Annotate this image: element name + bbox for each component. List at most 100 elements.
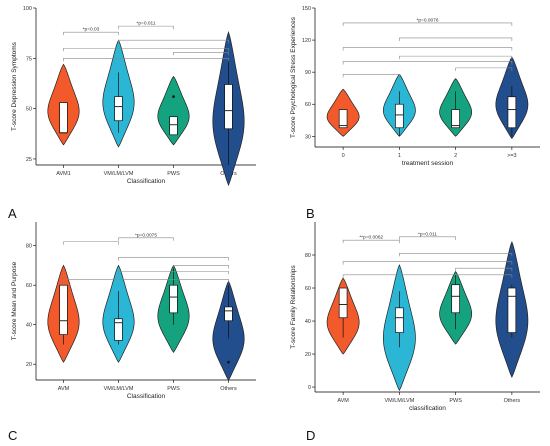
significance-bracket <box>455 67 513 71</box>
y-tick-label: 120 <box>302 38 311 44</box>
x-axis-label: Classification <box>127 393 166 400</box>
y-tick-label: 100 <box>23 6 32 12</box>
significance-bracket <box>63 47 229 52</box>
panel-letter: B <box>306 206 315 221</box>
box-3 <box>507 96 517 129</box>
box-3 <box>224 84 233 130</box>
x-axis-label: treatment session <box>402 160 454 167</box>
y-tick-label: 20 <box>305 352 311 358</box>
significance-label: *p=0.011 <box>137 21 156 27</box>
x-tick-label: Others <box>220 386 237 392</box>
y-axis-label: T-score Depression Symptoms <box>11 41 18 131</box>
y-tick-label: 60 <box>305 102 311 108</box>
significance-bracket <box>173 265 229 269</box>
significance-label: *p=0.0076 <box>416 17 438 23</box>
x-tick-label: VM/LM/LVM <box>104 171 134 177</box>
x-tick-label: Others <box>504 398 521 404</box>
significance-bracket <box>118 237 174 241</box>
panel-letter: C <box>8 428 17 443</box>
significance-bracket <box>63 241 119 245</box>
y-tick-label: 30 <box>305 134 311 140</box>
significance-bracket <box>399 55 513 60</box>
panel-b: 30 60 90 120 150 0 1 2 >=3 treatment session T-sco… <box>290 6 540 221</box>
box-1 <box>114 96 123 122</box>
y-tick-label: 80 <box>305 253 311 259</box>
y-tick-label: 80 <box>26 244 32 250</box>
box-2 <box>451 109 460 129</box>
x-tick-label: >=3 <box>507 153 516 159</box>
y-tick-label: 20 <box>26 362 32 368</box>
x-axis-label: classification <box>409 405 446 412</box>
significance-bracket <box>63 31 119 36</box>
y-tick-label: 75 <box>26 56 32 62</box>
x-tick-label: AVM <box>58 386 70 392</box>
panel-letter: A <box>8 206 17 221</box>
significance-bracket <box>342 239 400 244</box>
significance-label: *p=0.03 <box>83 27 100 33</box>
significance-label: *p=0.0075 <box>135 232 157 238</box>
panel-d: 0 20 40 60 80 AVM VM/LM/LVM PWS Others classifica… <box>290 222 540 443</box>
significance-bracket <box>118 39 229 44</box>
x-tick-label: AVM1 <box>56 171 71 177</box>
significance-bracket <box>342 22 513 26</box>
y-tick-label: 150 <box>302 6 311 12</box>
significance-bracket <box>342 73 400 78</box>
box-2 <box>169 116 178 136</box>
x-axis-label: Classification <box>127 178 166 185</box>
significance-bracket <box>455 267 513 272</box>
panel-a: 255075100AVM1VM/LM/LVMPWSOthersClassific… <box>8 6 256 221</box>
box-3 <box>224 306 233 322</box>
x-tick-label: PWS <box>449 398 462 404</box>
x-tick-label: 2 <box>454 153 457 159</box>
y-tick-label: 0 <box>308 385 311 391</box>
outlier-point <box>227 360 230 364</box>
panel-c: 20 40 60 80 AVM VM/LM/LVM PWS Others Classificat… <box>8 222 256 443</box>
significance-bracket <box>342 47 513 51</box>
box-0 <box>338 109 348 129</box>
box-3 <box>507 287 517 333</box>
significance-bracket <box>399 236 456 240</box>
box-0 <box>59 284 68 335</box>
y-tick-label: 40 <box>26 323 32 329</box>
box-0 <box>338 287 348 319</box>
box-0 <box>59 102 68 134</box>
y-tick-label: 50 <box>26 107 32 113</box>
x-tick-label: PWS <box>167 386 180 392</box>
y-tick-label: 60 <box>305 286 311 292</box>
significance-label: **p=0.0062 <box>359 235 383 241</box>
x-tick-label: AVM <box>337 398 349 404</box>
significance-bracket <box>173 51 229 56</box>
y-tick-label: 25 <box>26 157 32 163</box>
x-tick-label: 0 <box>342 153 345 159</box>
box-1 <box>395 307 404 333</box>
box-1 <box>114 318 123 341</box>
significance-bracket <box>118 257 229 261</box>
outlier-point <box>172 95 175 98</box>
y-axis-label: T-score Psychological Stress Experiences <box>290 16 297 138</box>
significance-bracket <box>342 261 513 265</box>
significance-bracket <box>399 253 513 257</box>
panel-letter: D <box>306 428 315 443</box>
significance-bracket <box>63 278 229 283</box>
y-axis-label: T-score Mean and Purpose <box>11 261 18 340</box>
x-tick-label: VM/LM/LVM <box>104 386 134 392</box>
significance-bracket <box>342 274 513 278</box>
box-2 <box>451 284 460 314</box>
violin-2 <box>157 75 190 146</box>
box-2 <box>169 284 178 314</box>
x-tick-label: 1 <box>398 153 401 159</box>
y-tick-label: 60 <box>26 283 32 289</box>
y-tick-label: 90 <box>305 70 311 76</box>
y-tick-label: 40 <box>305 319 311 325</box>
x-tick-label: VM/LM/LVM <box>384 398 414 404</box>
x-tick-label: PWS <box>167 171 180 177</box>
significance-bracket <box>118 25 174 30</box>
box-1 <box>395 103 404 129</box>
significance-bracket <box>342 61 513 65</box>
significance-bracket <box>118 271 229 275</box>
significance-bracket <box>63 58 229 62</box>
significance-label: *p=0.011 <box>418 231 437 237</box>
significance-bracket <box>399 37 513 41</box>
y-axis-label: T-score Family Relationships <box>290 265 297 349</box>
